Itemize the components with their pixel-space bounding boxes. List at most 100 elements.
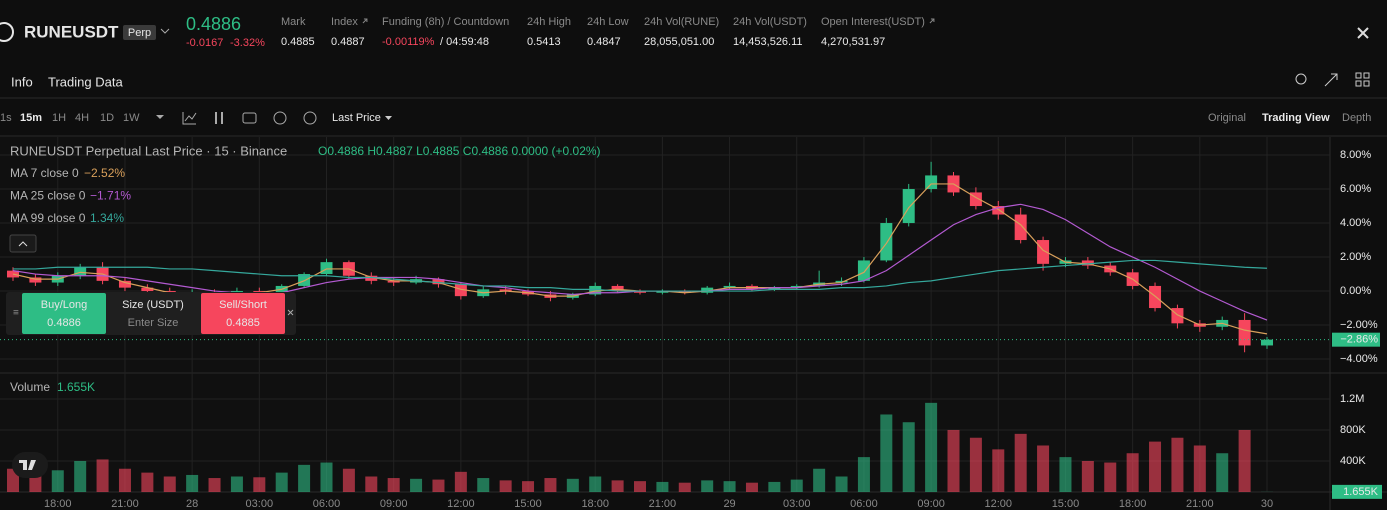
symbol-caret[interactable]: [160, 28, 170, 34]
candle-body: [298, 274, 311, 286]
stat-countdown: / 04:59:48: [440, 36, 489, 48]
ma-legend-value: 1.34%: [90, 211, 124, 225]
candle-body: [29, 277, 42, 283]
volume-bar: [387, 478, 400, 492]
sell-label[interactable]: Sell/Short: [219, 299, 267, 311]
stat-label: Mark: [281, 16, 306, 28]
buy-price[interactable]: 0.4886: [47, 317, 81, 329]
price-type[interactable]: Last Price: [332, 112, 381, 124]
symbol[interactable]: RUNEUSDT: [24, 22, 119, 41]
settings-icon[interactable]: [303, 111, 317, 125]
x-tick-label: 18:00: [44, 498, 72, 510]
buy-button[interactable]: [22, 293, 106, 334]
link-arrow[interactable]: [362, 18, 368, 24]
interval-caret[interactable]: [156, 115, 164, 119]
stat-label: 24h Vol(USDT): [733, 16, 807, 28]
interval[interactable]: 1D: [100, 112, 114, 124]
volume-bar: [1037, 445, 1050, 492]
view-tab[interactable]: Original: [1208, 112, 1246, 124]
view-tab[interactable]: Depth: [1342, 112, 1371, 124]
volume-bar: [835, 476, 848, 492]
interval[interactable]: 1W: [123, 112, 140, 124]
panel-close[interactable]: [287, 309, 294, 316]
volume-bar: [1104, 462, 1117, 492]
add-icon[interactable]: [273, 111, 287, 125]
y-tick-label: 8.00%: [1340, 149, 1371, 161]
interval[interactable]: 1s: [0, 112, 12, 124]
x-tick-label: 18:00: [1119, 498, 1147, 510]
volume-bar: [992, 449, 1005, 492]
link-arrow[interactable]: [929, 18, 935, 24]
stat-value: 4,270,531.97: [821, 36, 885, 48]
camera-icon[interactable]: [242, 112, 257, 124]
volume-bar: [432, 479, 445, 492]
candle-body: [118, 280, 131, 288]
candle-body: [589, 285, 602, 295]
volume-bar: [342, 468, 355, 492]
size-input[interactable]: Enter Size: [128, 317, 179, 329]
interval[interactable]: 4H: [75, 112, 89, 124]
interval[interactable]: 15m: [20, 112, 42, 124]
perp-badge-text: Perp: [128, 27, 151, 39]
interval[interactable]: 1H: [52, 112, 66, 124]
y-tick-label: 0.00%: [1340, 285, 1371, 297]
x-tick-label: 12:00: [447, 498, 475, 510]
tab[interactable]: Info: [11, 74, 33, 89]
volume-bar: [118, 468, 131, 492]
candle-body: [790, 285, 803, 288]
volume-bar: [499, 480, 512, 492]
volume-bar: [1126, 453, 1139, 492]
volume-bar: [7, 468, 19, 492]
view-tab[interactable]: Trading View: [1262, 112, 1330, 124]
volume-bar: [320, 462, 333, 492]
close-icon[interactable]: [1357, 27, 1369, 39]
stat-value: 0.5413: [527, 36, 561, 48]
candle-body: [701, 287, 714, 293]
volume-bar: [634, 481, 646, 492]
expand-icon[interactable]: [1324, 73, 1338, 87]
x-tick-label: 09:00: [917, 498, 945, 510]
tab[interactable]: Trading Data: [48, 74, 123, 89]
perp-badge: [123, 25, 156, 40]
sell-price[interactable]: 0.4885: [226, 317, 260, 329]
y-tick-label: −4.00%: [1340, 353, 1378, 365]
x-tick-label: 12:00: [985, 498, 1013, 510]
price-type-caret[interactable]: [385, 116, 392, 120]
x-tick-label: 15:00: [1052, 498, 1080, 510]
sell-button[interactable]: [201, 293, 285, 334]
volume-bar: [925, 402, 938, 492]
indicator-icon[interactable]: [182, 112, 197, 125]
x-tick-label: 18:00: [581, 498, 609, 510]
volume-bar: [857, 457, 870, 492]
stat-value: 0.4847: [587, 36, 621, 48]
candle-icon[interactable]: [215, 112, 223, 124]
stat-value: 14,453,526.11: [733, 36, 803, 48]
volume-bar: [208, 478, 221, 492]
volume-bar: [1193, 445, 1206, 492]
y-tick-label: 2.00%: [1340, 251, 1371, 263]
collapse-button[interactable]: [9, 234, 37, 253]
volume-bar: [96, 459, 109, 492]
drag-handle[interactable]: ≡: [13, 308, 19, 319]
price-change: -0.0167: [186, 37, 223, 49]
y-tick-label: 4.00%: [1340, 217, 1371, 229]
volume-bar: [1149, 441, 1162, 492]
x-tick-label: 09:00: [380, 498, 408, 510]
collapse-icon[interactable]: [18, 241, 28, 247]
tv-logo: [12, 452, 48, 478]
candle-body: [253, 291, 266, 293]
volume-bar: [74, 460, 87, 492]
size-label: Size (USDT): [122, 299, 184, 311]
volume-bar: [1014, 433, 1027, 492]
trade-panel: ≡ Buy/Long 0.4886 Size (USDT) Enter Size…: [6, 292, 296, 335]
x-tick-label: 03:00: [783, 498, 811, 510]
buy-label[interactable]: Buy/Long: [41, 299, 87, 311]
alert-icon[interactable]: [1295, 73, 1307, 85]
volume-bar: [522, 481, 535, 492]
ma-line: [13, 259, 1268, 292]
layout-icon[interactable]: [1355, 72, 1370, 87]
ma-legend-name: MA 7 close 0: [10, 166, 79, 180]
candle-body: [365, 275, 378, 281]
candle-body: [835, 280, 848, 283]
